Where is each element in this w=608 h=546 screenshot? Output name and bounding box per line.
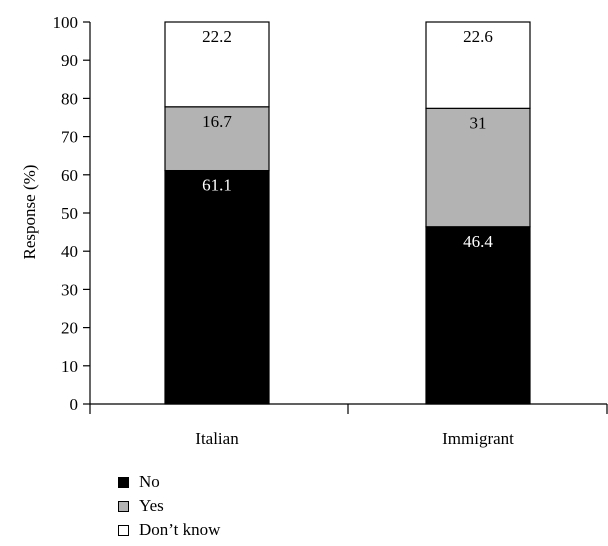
bar-italian-no xyxy=(164,169,270,405)
y-tick-label-60: 60 xyxy=(61,166,78,185)
legend-label-yes: Yes xyxy=(139,496,164,515)
data-label-italian-no: 61.1 xyxy=(202,176,232,195)
y-tick-label-100: 100 xyxy=(53,13,79,32)
bars-layer: 61.1 16.7 22.2 46.4 31 22.6 xyxy=(164,21,531,405)
data-label-immigrant-yes: 31 xyxy=(470,113,487,132)
y-tick-label-30: 30 xyxy=(61,280,78,299)
axes-layer: 0 10 20 30 40 50 60 70 80 90 100 Italian Immigrant xyxy=(53,13,608,448)
data-label-italian-don-t-know: 22.2 xyxy=(202,27,232,46)
y-tick-label-0: 0 xyxy=(70,395,79,414)
bar-italian-don-t-know xyxy=(164,21,270,108)
legend-item-yes: Yes xyxy=(118,494,220,518)
data-label-immigrant-no: 46.4 xyxy=(463,232,493,251)
legend-label-no: No xyxy=(139,472,160,491)
x-tick-label-immigrant: Immigrant xyxy=(442,429,514,448)
y-tick-label-50: 50 xyxy=(61,204,78,223)
y-axis-title: Response (%) xyxy=(20,165,39,260)
x-tick-label-italian: Italian xyxy=(195,429,239,448)
y-tick-label-40: 40 xyxy=(61,242,78,261)
legend: No Yes Don’t know xyxy=(118,470,220,542)
legend-swatch-no xyxy=(118,476,129,488)
legend-swatch-dont-know xyxy=(118,524,129,536)
bar-immigrant-don-t-know xyxy=(425,21,531,109)
y-tick-label-20: 20 xyxy=(61,319,78,338)
y-tick-label-90: 90 xyxy=(61,51,78,70)
bar-italian-yes xyxy=(164,106,270,172)
bar-immigrant-no xyxy=(425,226,531,405)
y-tick-label-80: 80 xyxy=(61,89,78,108)
legend-label-dont-know: Don’t know xyxy=(139,520,221,539)
legend-item-dont-know: Don’t know xyxy=(118,518,220,542)
legend-swatch-yes xyxy=(118,500,129,512)
legend-item-no: No xyxy=(118,470,220,494)
y-tick-label-10: 10 xyxy=(61,357,78,376)
y-tick-label-70: 70 xyxy=(61,128,78,147)
data-label-italian-yes: 16.7 xyxy=(202,112,232,131)
data-label-immigrant-don-t-know: 22.6 xyxy=(463,27,493,46)
